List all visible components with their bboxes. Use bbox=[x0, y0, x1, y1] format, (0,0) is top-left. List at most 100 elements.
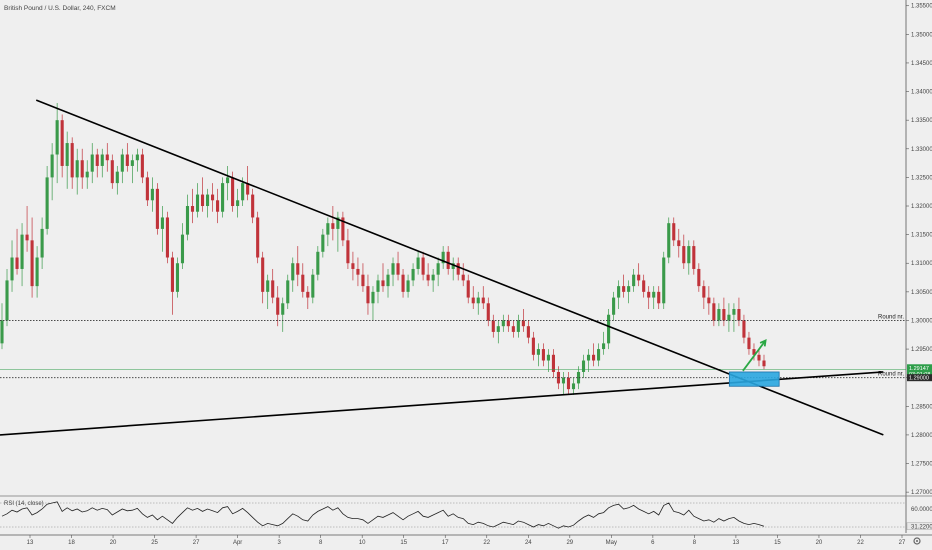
candle bbox=[5, 268, 9, 327]
candle-body bbox=[50, 154, 54, 178]
candle-body bbox=[361, 274, 365, 287]
candle bbox=[140, 148, 144, 184]
candle-body bbox=[35, 257, 39, 287]
x-tick-label: Apr bbox=[233, 540, 242, 546]
candle-body bbox=[80, 160, 84, 178]
candles-layer bbox=[0, 103, 766, 395]
candle bbox=[110, 154, 114, 189]
candle-body bbox=[461, 274, 465, 281]
candle-body bbox=[20, 234, 24, 269]
candle bbox=[95, 148, 99, 178]
candle-body bbox=[602, 343, 606, 350]
candle bbox=[732, 303, 736, 332]
candle bbox=[200, 177, 205, 212]
candle-body bbox=[301, 274, 305, 292]
x-tick-label: 20 bbox=[816, 540, 823, 546]
candle bbox=[627, 280, 631, 304]
gear-icon-hub bbox=[916, 540, 918, 542]
candle bbox=[30, 217, 34, 298]
candle-body bbox=[170, 257, 175, 292]
candle-body bbox=[210, 194, 215, 201]
candle bbox=[476, 291, 480, 315]
candle-body bbox=[617, 286, 621, 298]
candle-body bbox=[687, 246, 691, 264]
candle-body bbox=[662, 257, 666, 304]
support-zone[interactable] bbox=[728, 371, 780, 387]
candle bbox=[541, 343, 545, 367]
candle-body bbox=[55, 120, 59, 155]
candle bbox=[135, 148, 139, 172]
candle-body bbox=[60, 120, 64, 166]
candle-body bbox=[526, 326, 530, 338]
candle bbox=[536, 343, 540, 367]
candle-body bbox=[667, 223, 671, 258]
y-tick-label: 1.30500 bbox=[911, 290, 932, 296]
candle bbox=[190, 188, 195, 224]
candle bbox=[366, 274, 370, 315]
candle-body bbox=[100, 154, 104, 166]
candle bbox=[637, 263, 641, 287]
candle bbox=[115, 165, 119, 195]
y-tick-label: 1.32000 bbox=[911, 204, 932, 210]
candle-body bbox=[296, 263, 300, 275]
candle-body bbox=[10, 257, 14, 281]
candle bbox=[341, 211, 345, 247]
candle-body bbox=[376, 280, 380, 292]
candle bbox=[205, 188, 210, 218]
candle bbox=[501, 314, 505, 332]
rsi-value-label: 31.2200 bbox=[911, 524, 932, 530]
candle-body bbox=[446, 251, 450, 269]
candle-body bbox=[762, 360, 766, 367]
level-price-badge: 1.29000 bbox=[907, 374, 932, 382]
bullish-arrow[interactable] bbox=[742, 338, 767, 372]
drawings-layer[interactable] bbox=[0, 99, 884, 436]
candle bbox=[551, 349, 556, 378]
gear-icon[interactable] bbox=[913, 537, 921, 545]
candle-body bbox=[722, 309, 726, 321]
candle bbox=[607, 309, 611, 350]
candle-body bbox=[165, 217, 169, 258]
candle-body bbox=[281, 303, 285, 315]
candle bbox=[406, 274, 410, 298]
y-tick-label: 1.33500 bbox=[911, 118, 932, 124]
x-tick-label: 8 bbox=[693, 540, 697, 546]
candle-body bbox=[742, 320, 746, 338]
candle bbox=[256, 211, 260, 264]
candle-body bbox=[381, 280, 385, 287]
x-tick-label: 29 bbox=[566, 540, 573, 546]
candle bbox=[216, 188, 220, 224]
candle-body bbox=[451, 263, 455, 269]
candle bbox=[597, 343, 601, 367]
candle bbox=[496, 320, 500, 344]
x-tick-label: 15 bbox=[400, 540, 407, 546]
candle-body bbox=[311, 274, 315, 298]
candle bbox=[722, 297, 726, 327]
current-price-value: 1.29147 bbox=[909, 366, 929, 372]
level-price-value: 1.29000 bbox=[909, 376, 929, 382]
y-tick-label: 1.32500 bbox=[911, 175, 932, 181]
candle-body bbox=[717, 309, 721, 321]
price-axis[interactable]: 1.35500 1.35000 1.34500 1.34000 1.33500 1.330… bbox=[906, 4, 932, 496]
candle bbox=[531, 331, 535, 361]
candle-body bbox=[391, 263, 395, 275]
candle bbox=[316, 246, 320, 281]
candle-body bbox=[612, 297, 616, 315]
candle bbox=[586, 349, 591, 372]
y-tick-label: 1.35500 bbox=[911, 4, 932, 10]
candle bbox=[175, 257, 180, 298]
candle bbox=[516, 314, 520, 338]
candle-body bbox=[175, 263, 180, 292]
candle bbox=[591, 343, 596, 367]
x-tick-label: 10 bbox=[359, 540, 366, 546]
x-tick-label: 15 bbox=[774, 540, 781, 546]
y-tick-label: 1.28500 bbox=[911, 404, 932, 410]
candle bbox=[160, 206, 164, 252]
candle-body bbox=[677, 240, 681, 247]
candle-body bbox=[476, 297, 480, 304]
time-axis[interactable]: 13 18 20 25 27 Apr 3 8 10 15 17 22 24 29 May 6 8 13 15 20 22… bbox=[27, 535, 921, 546]
candle bbox=[411, 263, 415, 287]
candle bbox=[85, 160, 89, 189]
candle-body bbox=[456, 263, 460, 275]
